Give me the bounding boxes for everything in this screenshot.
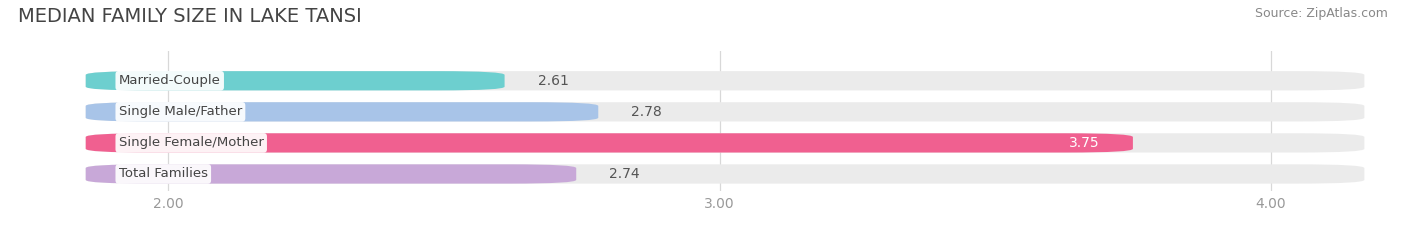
Text: MEDIAN FAMILY SIZE IN LAKE TANSI: MEDIAN FAMILY SIZE IN LAKE TANSI <box>18 7 361 26</box>
Text: 3.75: 3.75 <box>1069 136 1099 150</box>
Text: Total Families: Total Families <box>118 168 208 181</box>
FancyBboxPatch shape <box>86 71 1364 90</box>
FancyBboxPatch shape <box>86 164 1364 184</box>
Text: Single Female/Mother: Single Female/Mother <box>118 136 264 149</box>
FancyBboxPatch shape <box>86 71 505 90</box>
FancyBboxPatch shape <box>86 133 1364 153</box>
FancyBboxPatch shape <box>86 164 576 184</box>
Text: Source: ZipAtlas.com: Source: ZipAtlas.com <box>1254 7 1388 20</box>
Text: 2.61: 2.61 <box>537 74 568 88</box>
FancyBboxPatch shape <box>86 102 1364 121</box>
Text: 2.78: 2.78 <box>631 105 662 119</box>
FancyBboxPatch shape <box>86 133 1133 153</box>
Text: Married-Couple: Married-Couple <box>118 74 221 87</box>
Text: Single Male/Father: Single Male/Father <box>118 105 242 118</box>
Text: 2.74: 2.74 <box>609 167 640 181</box>
FancyBboxPatch shape <box>86 102 599 121</box>
